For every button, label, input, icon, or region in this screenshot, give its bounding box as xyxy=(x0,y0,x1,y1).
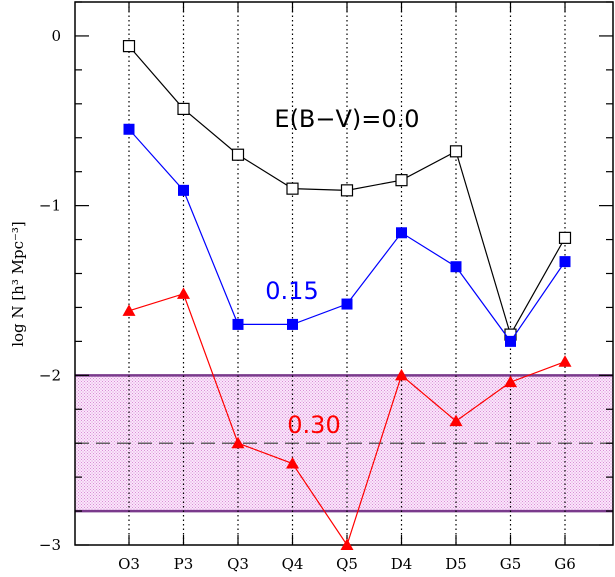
shaded-band xyxy=(75,375,613,511)
point-0-Q4 xyxy=(287,183,298,194)
series-label-1: 0.15 xyxy=(265,277,318,305)
point-0-Q5 xyxy=(342,185,353,196)
point-0-D4 xyxy=(396,175,407,186)
ytick-label: −3 xyxy=(39,536,61,554)
xtick-label-D5: D5 xyxy=(445,555,467,573)
point-1-D4 xyxy=(396,227,407,238)
xtick-label-P3: P3 xyxy=(174,555,194,573)
xtick-label-Q3: Q3 xyxy=(227,555,249,573)
series-label-0: E(B−V)=0.0 xyxy=(274,105,419,133)
point-0-O3 xyxy=(124,41,135,52)
point-0-G6 xyxy=(560,232,571,243)
xtick-label-D4: D4 xyxy=(391,555,413,573)
point-1-D5 xyxy=(451,261,462,272)
ytick-label: −2 xyxy=(39,366,61,384)
ytick-label: −1 xyxy=(39,197,61,215)
point-1-G5 xyxy=(505,336,516,347)
point-2-P3 xyxy=(177,287,190,299)
point-1-P3 xyxy=(178,185,189,196)
point-0-P3 xyxy=(178,103,189,114)
point-1-Q5 xyxy=(342,299,353,310)
series-label-2: 0.30 xyxy=(287,411,340,439)
point-1-G6 xyxy=(560,256,571,267)
series-line-1 xyxy=(129,129,565,341)
point-1-Q4 xyxy=(287,319,298,330)
point-2-O3 xyxy=(123,304,136,316)
ytick-label: 0 xyxy=(51,27,61,45)
point-1-Q3 xyxy=(233,319,244,330)
xtick-label-Q4: Q4 xyxy=(282,555,304,573)
xtick-label-O3: O3 xyxy=(118,555,140,573)
point-2-G6 xyxy=(559,355,572,367)
xtick-label-Q5: Q5 xyxy=(336,555,358,573)
point-0-Q3 xyxy=(233,149,244,160)
xtick-label-G6: G6 xyxy=(554,555,576,573)
band-fill xyxy=(75,375,613,511)
point-0-D5 xyxy=(451,146,462,157)
xtick-label-G5: G5 xyxy=(500,555,522,573)
y-axis-label: log N [h³ Mpc⁻³] xyxy=(9,221,27,347)
point-1-O3 xyxy=(124,124,135,135)
